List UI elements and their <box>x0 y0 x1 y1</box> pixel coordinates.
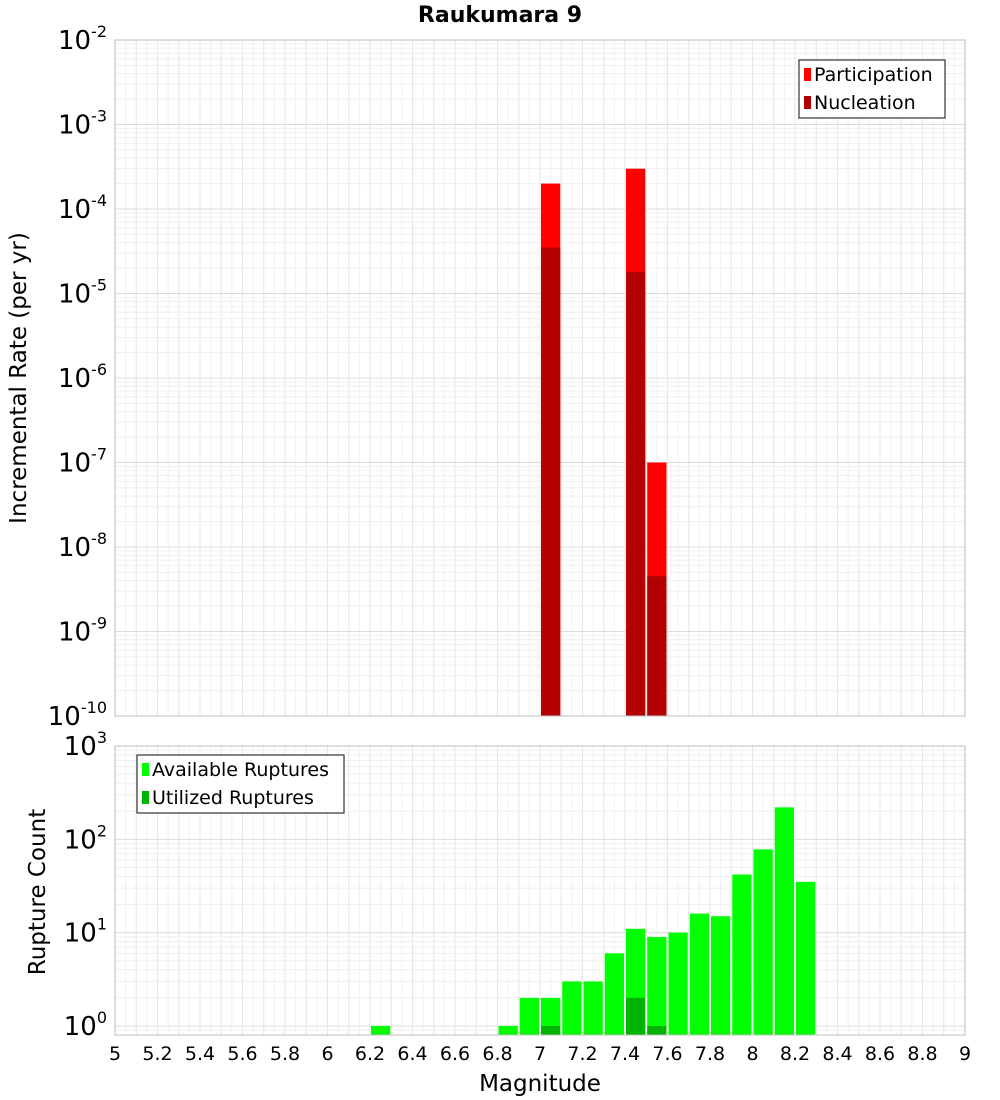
legend-swatch <box>142 791 149 804</box>
x-tick-label: 6.8 <box>482 1043 512 1065</box>
x-tick-label: 8.8 <box>907 1043 937 1065</box>
legend-swatch <box>804 68 811 81</box>
bar <box>647 1025 667 1035</box>
x-tick-label: 7.6 <box>652 1043 682 1065</box>
bar <box>583 981 603 1035</box>
bar <box>774 807 794 1035</box>
rate-legend: Participation Nucleation <box>798 59 946 119</box>
bar <box>498 1025 518 1035</box>
y-tick-label: 10-5 <box>58 276 107 310</box>
x-tick-label: 7.2 <box>567 1043 597 1065</box>
legend-box <box>798 59 946 119</box>
y-tick-label: 10-3 <box>58 107 107 141</box>
bar <box>647 576 667 716</box>
y-tick-exponent: -4 <box>91 191 107 210</box>
x-tick-label: 8.6 <box>865 1043 895 1065</box>
x-tick-label: 6.6 <box>440 1043 470 1065</box>
bar <box>371 1025 391 1035</box>
legend-label: Participation <box>814 64 933 86</box>
y-tick-exponent: 2 <box>97 821 107 840</box>
rate-plot-frame <box>114 39 966 717</box>
bar <box>626 997 646 1035</box>
x-axis-label: Magnitude <box>479 1071 601 1097</box>
x-tick-label: 7.8 <box>695 1043 725 1065</box>
y-tick-exponent: -5 <box>91 276 107 295</box>
bar <box>647 936 667 1035</box>
bar <box>753 849 773 1035</box>
x-tick-label: 6 <box>321 1043 333 1065</box>
rate-series-2 <box>541 247 667 716</box>
y-tick-label: 10-9 <box>58 614 107 648</box>
bar <box>519 997 539 1035</box>
x-tick-label: 7 <box>534 1043 546 1065</box>
bar <box>796 881 816 1035</box>
y-tick-label: 100 <box>64 1008 107 1042</box>
y-tick-label: 101 <box>64 915 107 949</box>
top-y-axis-label: Incremental Rate (per yr) <box>6 232 32 524</box>
x-tick-label: 9 <box>959 1043 971 1065</box>
count-legend: Available Ruptures Utilized Ruptures <box>136 754 345 814</box>
x-tick-label: 6.4 <box>397 1043 427 1065</box>
legend-box <box>136 754 345 814</box>
y-tick-label: 10-2 <box>58 22 107 56</box>
count-series-2 <box>541 997 667 1035</box>
bar <box>668 932 688 1035</box>
rate-grid <box>114 39 966 717</box>
y-tick-label: 10-7 <box>58 445 107 479</box>
legend-label: Available Ruptures <box>152 759 329 781</box>
y-tick-exponent: 3 <box>97 728 107 747</box>
x-tick-label: 5.8 <box>270 1043 300 1065</box>
bar <box>626 271 646 716</box>
y-tick-exponent: -2 <box>91 22 107 41</box>
bar <box>604 953 624 1035</box>
x-tick-label: 8.4 <box>822 1043 852 1065</box>
y-tick-label: 103 <box>64 728 107 762</box>
legend-label: Nucleation <box>814 92 916 114</box>
x-tick-label: 5.6 <box>227 1043 257 1065</box>
y-tick-label: 10-8 <box>58 529 107 563</box>
bar <box>541 247 561 716</box>
x-tick-label: 8 <box>746 1043 758 1065</box>
y-tick-exponent: -6 <box>91 360 107 379</box>
rate-panel: 10-2 10-3 10-4 10-5 10-6 10-7 10-8 10-9 10-10 Par… <box>48 22 966 732</box>
y-tick-exponent: 1 <box>97 915 107 934</box>
x-tick-label: 5.4 <box>185 1043 215 1065</box>
y-tick-label: 10-10 <box>48 698 107 732</box>
bar <box>562 981 582 1035</box>
bottom-y-axis-label: Rupture Count <box>25 809 51 975</box>
bar <box>711 916 731 1035</box>
y-tick-exponent: -3 <box>91 107 107 126</box>
bar <box>689 913 709 1035</box>
y-tick-label: 10-6 <box>58 360 107 394</box>
x-tick-label: 6.2 <box>355 1043 385 1065</box>
chart-title: Raukumara 9 <box>418 3 582 28</box>
x-tick-label: 5.2 <box>142 1043 172 1065</box>
x-tick-label: 5 <box>109 1043 121 1065</box>
bar <box>541 1025 561 1035</box>
count-plot-frame <box>114 745 966 1036</box>
y-tick-exponent: -7 <box>91 445 107 464</box>
x-tick-label: 7.4 <box>610 1043 640 1065</box>
bar <box>732 874 752 1035</box>
y-tick-label: 102 <box>64 821 107 855</box>
y-tick-exponent: -9 <box>91 614 107 633</box>
y-tick-exponent: -8 <box>91 529 107 548</box>
x-tick-label: 8.2 <box>780 1043 810 1065</box>
count-series-1 <box>371 807 816 1035</box>
y-tick-exponent: -10 <box>81 698 107 717</box>
legend-swatch <box>142 763 149 776</box>
legend-swatch <box>804 96 811 109</box>
legend-label: Utilized Ruptures <box>152 787 314 809</box>
y-tick-exponent: 0 <box>97 1008 107 1027</box>
y-tick-label: 10-4 <box>58 191 107 225</box>
bar <box>541 997 561 1035</box>
